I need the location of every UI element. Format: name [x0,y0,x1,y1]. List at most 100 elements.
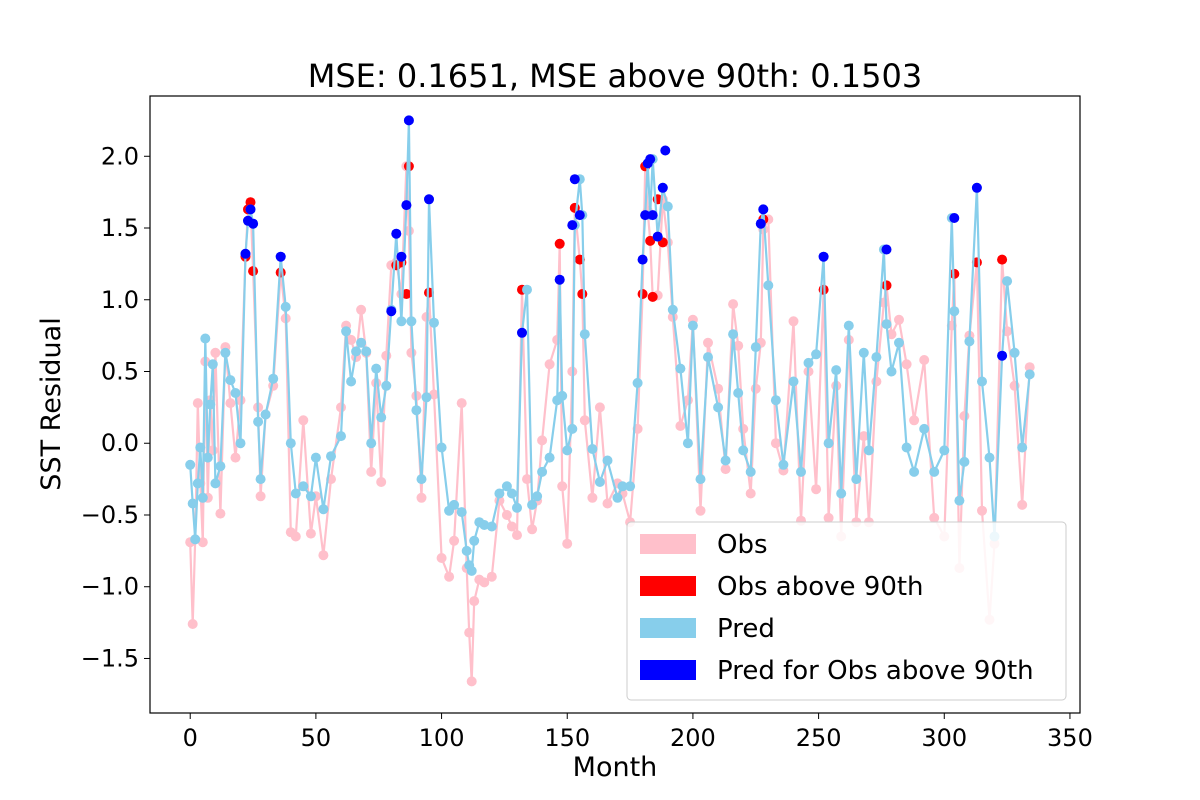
pred-point [494,488,505,499]
plot-area [185,115,1035,687]
obs-above-90th-point [637,289,648,299]
pred-point [858,347,869,358]
pred-for-obs-above-90th-point [569,174,580,185]
pred-for-obs-above-90th-point [637,254,648,265]
legend-swatch [640,660,696,680]
obs-point [230,452,241,463]
y-tick-label: 2.0 [101,142,139,170]
obs-point [429,389,439,400]
pred-for-obs-above-90th-point [554,274,565,285]
pred-point [894,337,904,348]
legend-label: Pred for Obs above 90th [717,656,1034,686]
pred-point [356,337,367,348]
pred-point [625,481,636,492]
pred-point [305,491,316,502]
pred-for-obs-above-90th-point [403,115,414,126]
x-tick-label: 50 [301,724,332,752]
y-tick-label: 0.0 [101,429,139,457]
pred-point [371,363,382,374]
pred-for-obs-above-90th-point [971,182,982,193]
pred-point [763,280,774,291]
pred-point [220,347,231,358]
pred-point [909,466,920,477]
y-axis-label: SST Residual [36,317,67,490]
pred-point [268,373,279,384]
obs-point [512,530,522,541]
pred-for-obs-above-90th-point [424,194,434,205]
pred-for-obs-above-90th-point [647,210,658,221]
pred-point [290,488,301,499]
obs-point [557,481,568,492]
obs-point [788,316,799,327]
obs-point [356,304,367,315]
pred-point [346,376,357,387]
obs-above-90th-point [424,287,434,298]
y-axis: −1.5 −1.0 −0.5 0.0 0.5 1.0 1.5 2.0 [81,142,150,672]
pred-point [851,474,862,485]
pred-point [919,423,930,434]
pred-point [366,438,377,449]
pred-point [411,405,422,416]
pred-point [421,392,432,403]
pred-point [836,488,847,499]
pred-for-obs-above-90th-point [275,251,286,262]
obs-point [579,415,590,426]
obs-point [449,535,460,546]
pred-point [770,395,781,406]
pred-point [562,445,573,456]
legend-swatch [640,534,696,554]
pred-point [527,499,538,510]
obs-point [210,347,221,358]
pred-point [469,535,480,546]
obs-point [416,492,427,503]
pred-for-obs-above-90th-point [386,306,397,317]
pred-point [733,388,744,398]
pred-point [863,445,874,456]
obs-point [959,411,970,421]
pred-point [318,504,329,515]
pred-for-obs-above-90th-point [567,220,578,231]
obs-point [469,596,480,607]
y-tick-label: −1.0 [81,573,139,601]
pred-point [929,466,940,477]
pred-point [351,346,362,357]
obs-point [235,395,246,406]
pred-point [886,366,897,377]
pred-for-obs-above-90th-point [640,210,651,221]
pred-point [843,320,854,331]
x-tick-label: 250 [796,724,842,752]
obs-point [225,398,236,409]
pred-point [984,452,995,463]
pred-point [695,474,706,485]
pred-for-obs-above-90th-point [660,145,671,156]
obs-point [501,510,512,520]
obs-point [562,538,573,549]
obs-point [506,521,517,532]
pred-point [235,438,246,449]
pred-point [361,346,372,357]
pred-point [185,459,196,470]
pred-for-obs-above-90th-point [657,182,668,193]
x-tick-label: 0 [183,724,198,752]
pred-point [667,304,678,315]
obs-point [522,474,532,485]
obs-point [552,334,563,345]
pred-point [713,402,724,413]
pred-point [959,456,970,467]
pred-point [788,376,799,387]
obs-point [587,492,598,503]
pred-for-obs-above-90th-point [517,327,527,338]
pred-point [202,452,213,463]
obs-point [894,314,904,325]
legend-box [626,521,1067,701]
pred-point [187,498,198,509]
pred-point [190,534,201,545]
pred-point [456,507,467,518]
pred-for-obs-above-90th-point [574,210,585,221]
pred-point [954,495,965,506]
pred-point [207,359,218,370]
pred-point [579,329,590,340]
pred-point [466,565,477,576]
obs-point [192,398,203,409]
